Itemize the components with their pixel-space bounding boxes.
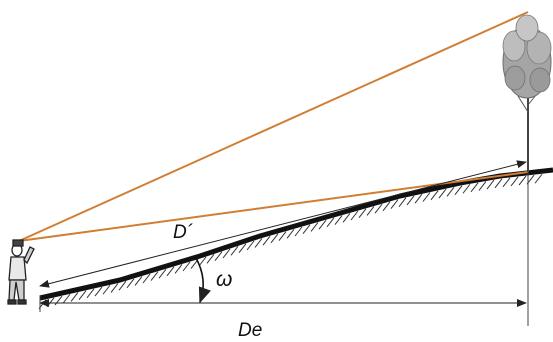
- ground-hatch-stroke: [326, 217, 335, 228]
- ground-hatch-stroke: [350, 210, 359, 221]
- slope-distance-label: D´: [173, 222, 194, 243]
- ground-hatch-stroke: [422, 192, 431, 202]
- ground-hatch-stroke: [430, 190, 439, 201]
- ground-hatch-stroke: [54, 295, 63, 306]
- slope-angle-label: ω: [216, 268, 233, 291]
- ground-hatch-stroke: [406, 195, 415, 206]
- ground-hatching: [38, 173, 543, 309]
- ground-hatch-stroke: [502, 177, 511, 188]
- ground-hatch-stroke: [518, 175, 527, 186]
- ground-hatch-stroke: [110, 283, 119, 293]
- ground-hatch-stroke: [70, 292, 79, 302]
- ground-hatch-stroke: [374, 203, 383, 214]
- ground-hatch-stroke: [342, 212, 351, 223]
- ground-hatch-stroke: [46, 297, 55, 308]
- ground-hatch-stroke: [278, 231, 287, 241]
- ground-hatch-stroke: [94, 286, 103, 297]
- ground-hatch-stroke: [302, 224, 311, 235]
- slope-distance-arrow: [39, 160, 527, 288]
- ground-hatch-stroke: [390, 199, 399, 209]
- ground-hatch-stroke: [510, 176, 519, 187]
- horizontal-distance-label: De: [238, 320, 263, 341]
- ground-hatch-stroke: [286, 228, 295, 239]
- ground-hatch-stroke: [438, 188, 447, 199]
- ground-hatch-stroke: [486, 179, 495, 190]
- ground-hatch-stroke: [414, 193, 423, 204]
- slope-angle-arc: [195, 257, 211, 304]
- ground-hatch-stroke: [86, 288, 95, 299]
- ground-hatch-stroke: [462, 183, 471, 194]
- ground-hatch-stroke: [470, 182, 479, 193]
- observer-figure-icon: [7, 239, 35, 305]
- ground-hatch-stroke: [318, 219, 327, 230]
- ground-hatch-stroke: [294, 226, 303, 237]
- ground-hatch-stroke: [270, 233, 279, 244]
- ground-hatch-stroke: [102, 284, 111, 295]
- ground-hatch-stroke: [262, 235, 271, 246]
- ground-hatch-stroke: [454, 185, 463, 195]
- ground-hatch-stroke: [366, 206, 375, 216]
- ground-hatch-stroke: [78, 290, 87, 300]
- ground-hatch-stroke: [382, 201, 391, 212]
- ground-hatch-stroke: [334, 215, 343, 225]
- tree-icon: [502, 14, 552, 172]
- ground-hatch-stroke: [310, 222, 319, 232]
- ground-hatch-stroke: [478, 181, 487, 191]
- ground-hatch-stroke: [398, 197, 407, 208]
- ground-hatch-stroke: [494, 178, 503, 189]
- ground-hatch-stroke: [534, 173, 543, 184]
- ground-hatch-stroke: [446, 186, 455, 197]
- ground-hatch-stroke: [62, 293, 71, 304]
- ground-hatch-stroke: [358, 208, 367, 219]
